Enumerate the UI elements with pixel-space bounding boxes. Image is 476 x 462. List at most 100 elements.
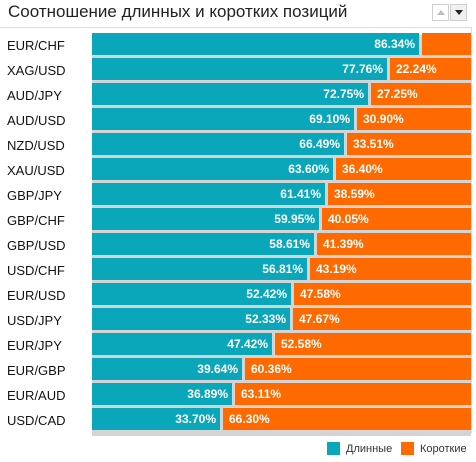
bar-short: 22.24% bbox=[390, 58, 471, 80]
bar-track-bottom bbox=[92, 433, 471, 436]
bar-short-label: 33.51% bbox=[353, 137, 394, 151]
bar-row: USD/CHF 56.81% 43.19% bbox=[0, 258, 471, 285]
bar-row: USD/CAD 33.70% 66.30% bbox=[0, 408, 471, 435]
bar-long-label: 52.33% bbox=[245, 312, 286, 326]
bar-long-label: 86.34% bbox=[374, 37, 415, 51]
bar-long: 56.81% bbox=[92, 258, 307, 280]
bar-short: 38.59% bbox=[328, 183, 471, 205]
bar-long-label: 56.81% bbox=[262, 262, 303, 276]
bar-short: 52.58% bbox=[275, 333, 471, 355]
bar-row: USD/JPY 52.33% 47.67% bbox=[0, 308, 471, 335]
pair-label: EUR/AUD bbox=[7, 388, 66, 403]
bar-long: 36.89% bbox=[92, 383, 232, 405]
bar-short-label: 22.24% bbox=[396, 62, 437, 76]
bar-short: 60.36% bbox=[245, 358, 471, 380]
pair-label: GBP/CHF bbox=[7, 213, 65, 228]
bar-long: 72.75% bbox=[92, 83, 368, 105]
bar-long: 52.42% bbox=[92, 283, 291, 305]
pair-label: USD/CAD bbox=[7, 413, 66, 428]
bar-short: 43.19% bbox=[310, 258, 471, 280]
bar-row: EUR/CHF 86.34% bbox=[0, 33, 471, 60]
bar-row: EUR/GBP 39.64% 60.36% bbox=[0, 358, 471, 385]
bar-short: 40.05% bbox=[322, 208, 471, 230]
pair-label: GBP/JPY bbox=[7, 188, 62, 203]
bar-short-label: 47.67% bbox=[299, 312, 340, 326]
legend-swatch-short bbox=[401, 442, 414, 455]
bar-long-label: 77.76% bbox=[342, 62, 383, 76]
pair-label: GBP/USD bbox=[7, 238, 66, 253]
bar-long: 69.10% bbox=[92, 108, 354, 130]
bar-short: 63.11% bbox=[235, 383, 471, 405]
pair-label: USD/JPY bbox=[7, 313, 62, 328]
pair-label: EUR/CHF bbox=[7, 38, 65, 53]
bar-row: GBP/USD 58.61% 41.39% bbox=[0, 233, 471, 260]
bar-short: 41.39% bbox=[317, 233, 471, 255]
bar-long-label: 33.70% bbox=[175, 412, 216, 426]
pair-label: NZD/USD bbox=[7, 138, 65, 153]
bar-long: 63.60% bbox=[92, 158, 333, 180]
triangle-down-icon bbox=[454, 10, 463, 15]
bar-short: 27.25% bbox=[371, 83, 471, 105]
bar-long: 52.33% bbox=[92, 308, 290, 330]
bar-row: XAG/USD 77.76% 22.24% bbox=[0, 58, 471, 85]
bar-long: 33.70% bbox=[92, 408, 220, 430]
bar-row: NZD/USD 66.49% 33.51% bbox=[0, 133, 471, 160]
bar-long-label: 59.95% bbox=[274, 212, 315, 226]
bar-short-label: 27.25% bbox=[377, 87, 418, 101]
legend-label-long: Длинные bbox=[346, 443, 393, 455]
bar-long-label: 63.60% bbox=[288, 162, 329, 176]
legend-label-short: Короткие bbox=[420, 443, 467, 455]
bar-long: 39.64% bbox=[92, 358, 242, 380]
bar-long-label: 52.42% bbox=[246, 287, 287, 301]
pair-label: XAU/USD bbox=[7, 163, 65, 178]
pair-label: XAG/USD bbox=[7, 63, 66, 78]
bar-long: 59.95% bbox=[92, 208, 319, 230]
bar-short-label: 40.05% bbox=[328, 212, 369, 226]
bar-short-label: 41.39% bbox=[323, 237, 364, 251]
bar-long: 86.34% bbox=[92, 33, 419, 55]
legend-swatch-long bbox=[327, 442, 340, 455]
bar-row: GBP/CHF 59.95% 40.05% bbox=[0, 208, 471, 235]
bar-short: 47.58% bbox=[294, 283, 471, 305]
pair-label: EUR/GBP bbox=[7, 363, 66, 378]
bar-short-label: 63.11% bbox=[241, 387, 282, 401]
bar-long-label: 39.64% bbox=[197, 362, 238, 376]
chart-title: Соотношение длинных и коротких позиций bbox=[8, 2, 348, 21]
bar-long: 77.76% bbox=[92, 58, 387, 80]
bar-row: AUD/USD 69.10% 30.90% bbox=[0, 108, 471, 135]
bar-row: EUR/JPY 47.42% 52.58% bbox=[0, 333, 471, 360]
pair-label: EUR/USD bbox=[7, 288, 66, 303]
bar-long-label: 61.41% bbox=[280, 187, 321, 201]
bar-row: XAU/USD 63.60% 36.40% bbox=[0, 158, 471, 185]
pair-label: AUD/USD bbox=[7, 113, 66, 128]
bar-short-label: 47.58% bbox=[300, 287, 341, 301]
triangle-up-icon bbox=[436, 10, 445, 15]
bar-short bbox=[422, 33, 471, 55]
sort-up-button[interactable] bbox=[432, 4, 449, 21]
bar-long: 47.42% bbox=[92, 333, 272, 355]
pair-label: USD/CHF bbox=[7, 263, 65, 278]
bar-short: 33.51% bbox=[347, 133, 471, 155]
bar-short-label: 36.40% bbox=[342, 162, 383, 176]
bar-short: 66.30% bbox=[223, 408, 471, 430]
bar-short-label: 52.58% bbox=[281, 337, 322, 351]
bar-row: EUR/USD 52.42% 47.58% bbox=[0, 283, 471, 310]
sort-down-button[interactable] bbox=[450, 4, 467, 21]
bar-row: EUR/AUD 36.89% 63.11% bbox=[0, 383, 471, 410]
bar-short: 30.90% bbox=[357, 108, 471, 130]
bar-row: AUD/JPY 72.75% 27.25% bbox=[0, 83, 471, 110]
pair-label: EUR/JPY bbox=[7, 338, 62, 353]
bar-long-label: 58.61% bbox=[269, 237, 310, 251]
bar-long-label: 72.75% bbox=[323, 87, 364, 101]
bar-short-label: 43.19% bbox=[316, 262, 357, 276]
bar-long-label: 66.49% bbox=[299, 137, 340, 151]
bar-long-label: 36.89% bbox=[187, 387, 228, 401]
chart-area: EUR/CHF 86.34% XAG/USD 77.76% 22.24% AUD/JPY 7… bbox=[0, 27, 472, 435]
bar-short-label: 60.36% bbox=[251, 362, 292, 376]
bar-long: 66.49% bbox=[92, 133, 344, 155]
bar-row: GBP/JPY 61.41% 38.59% bbox=[0, 183, 471, 210]
bar-long: 58.61% bbox=[92, 233, 314, 255]
bar-short: 36.40% bbox=[336, 158, 471, 180]
bar-short-label: 30.90% bbox=[363, 112, 404, 126]
pair-label: AUD/JPY bbox=[7, 88, 62, 103]
